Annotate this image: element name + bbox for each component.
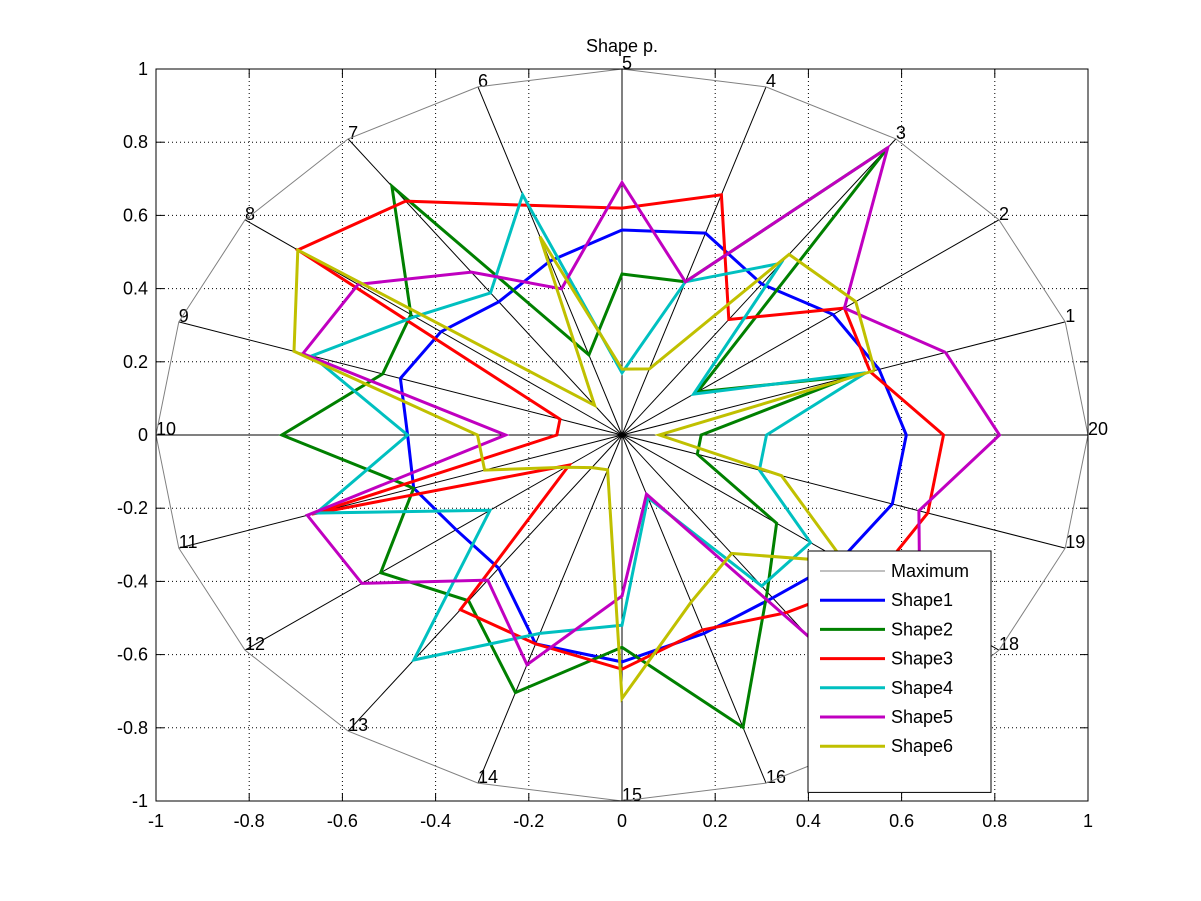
x-tick-label: -0.4 — [420, 811, 451, 831]
spoke-label: 1 — [1065, 306, 1075, 326]
x-tick-label: 0 — [617, 811, 627, 831]
axis-ticks: -1 -0.8 -0.6 -0.4 -0.2 0 0.2 0.4 0.6 0.8 1 -1 -0.8 -0… — [117, 59, 1093, 831]
legend-label: Shape2 — [891, 619, 953, 639]
spoke-label: 20 — [1088, 419, 1108, 439]
x-tick-label: -0.2 — [513, 811, 544, 831]
x-tick-label: 0.8 — [982, 811, 1007, 831]
spoke-label: 3 — [896, 123, 906, 143]
spoke-label: 4 — [766, 71, 776, 91]
y-tick-label: -1 — [132, 791, 148, 811]
x-tick-label: 1 — [1083, 811, 1093, 831]
x-tick-label: 0.2 — [703, 811, 728, 831]
legend: Maximum Shape1 Shape2 Shape3 Shape4 Shape5 Sha… — [807, 550, 992, 793]
legend-label: Shape1 — [891, 590, 953, 610]
spoke-label: 13 — [348, 715, 368, 735]
spoke-line — [244, 434, 623, 651]
chart-title: Shape p. — [586, 36, 658, 56]
y-tick-label: 1 — [138, 59, 148, 79]
legend-label: Maximum — [891, 561, 969, 581]
y-tick-label: 0.6 — [123, 205, 148, 225]
series-line-shape2 — [278, 146, 889, 730]
spoke-label: 6 — [478, 71, 488, 91]
spoke-label: 18 — [999, 634, 1019, 654]
spoke-label: 5 — [622, 53, 632, 73]
spoke-label: 12 — [245, 634, 265, 654]
legend-label: Shape4 — [891, 678, 953, 698]
spoke-label: 2 — [999, 204, 1009, 224]
y-tick-label: -0.6 — [117, 645, 148, 665]
y-tick-label: 0.4 — [123, 279, 148, 299]
x-tick-label: -0.6 — [327, 811, 358, 831]
spoke-line — [621, 86, 767, 436]
x-tick-label: -0.8 — [234, 811, 265, 831]
spoke-line — [347, 434, 623, 732]
series-line-shape6 — [292, 235, 877, 703]
spoke-label: 19 — [1065, 532, 1085, 552]
y-tick-label: -0.8 — [117, 718, 148, 738]
spoke-line — [477, 434, 623, 784]
spoke-line — [621, 219, 1000, 436]
legend-label: Shape5 — [891, 707, 953, 727]
legend-label: Shape3 — [891, 649, 953, 669]
spoke-line — [178, 434, 623, 549]
x-tick-label: -1 — [148, 811, 164, 831]
spoke-label: 10 — [156, 419, 176, 439]
spoke-label: 16 — [766, 767, 786, 787]
x-tick-label: 0.6 — [889, 811, 914, 831]
spoke-label: 9 — [179, 306, 189, 326]
spoke-label: 7 — [348, 123, 358, 143]
spoke-label: 15 — [622, 785, 642, 805]
legend-label: Shape6 — [891, 736, 953, 756]
y-tick-label: -0.4 — [117, 571, 148, 591]
y-tick-label: 0.2 — [123, 352, 148, 372]
y-tick-label: 0 — [138, 425, 148, 445]
x-tick-label: 0.4 — [796, 811, 821, 831]
spoke-label: 11 — [179, 532, 198, 552]
y-tick-label: -0.2 — [117, 498, 148, 518]
spoke-label: 8 — [245, 204, 255, 224]
spoke-line — [621, 138, 897, 436]
y-tick-label: 0.8 — [123, 132, 148, 152]
spoke-label: 14 — [478, 767, 498, 787]
legend-box — [807, 550, 992, 793]
